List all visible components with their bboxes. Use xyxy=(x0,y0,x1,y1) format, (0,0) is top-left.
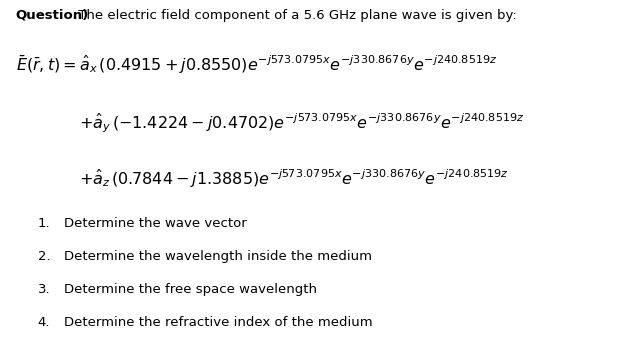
Text: Determine the wavelength inside the medium: Determine the wavelength inside the medi… xyxy=(64,250,372,263)
Text: 2.: 2. xyxy=(38,250,50,263)
Text: Question): Question) xyxy=(16,9,89,22)
Text: Determine the wave vector: Determine the wave vector xyxy=(64,217,247,230)
Text: 1.: 1. xyxy=(38,217,50,230)
Text: 4.: 4. xyxy=(38,316,50,329)
Text: The electric field component of a 5.6 GHz plane wave is given by:: The electric field component of a 5.6 GH… xyxy=(74,9,517,22)
Text: $\bar{E}(\bar{r},t)=\hat{a}_x\,(0.4915+j0.8550)e^{-j573.0795x}e^{-j330.8676y}e^{: $\bar{E}(\bar{r},t)=\hat{a}_x\,(0.4915+j… xyxy=(16,54,497,76)
Text: 3.: 3. xyxy=(38,283,50,296)
Text: Determine the free space wavelength: Determine the free space wavelength xyxy=(64,283,317,296)
Text: $+\hat{a}_y\,(-1.4224-j0.4702)e^{-j573.0795x}e^{-j330.8676y}e^{-j240.8519z}$: $+\hat{a}_y\,(-1.4224-j0.4702)e^{-j573.0… xyxy=(79,111,524,135)
Text: $+\hat{a}_z\,(0.7844-j1.3885)e^{-j573.0795x}e^{-j330.8676y}e^{-j240.8519z}$: $+\hat{a}_z\,(0.7844-j1.3885)e^{-j573.07… xyxy=(79,168,509,190)
Text: Determine the refractive index of the medium: Determine the refractive index of the me… xyxy=(64,316,373,329)
